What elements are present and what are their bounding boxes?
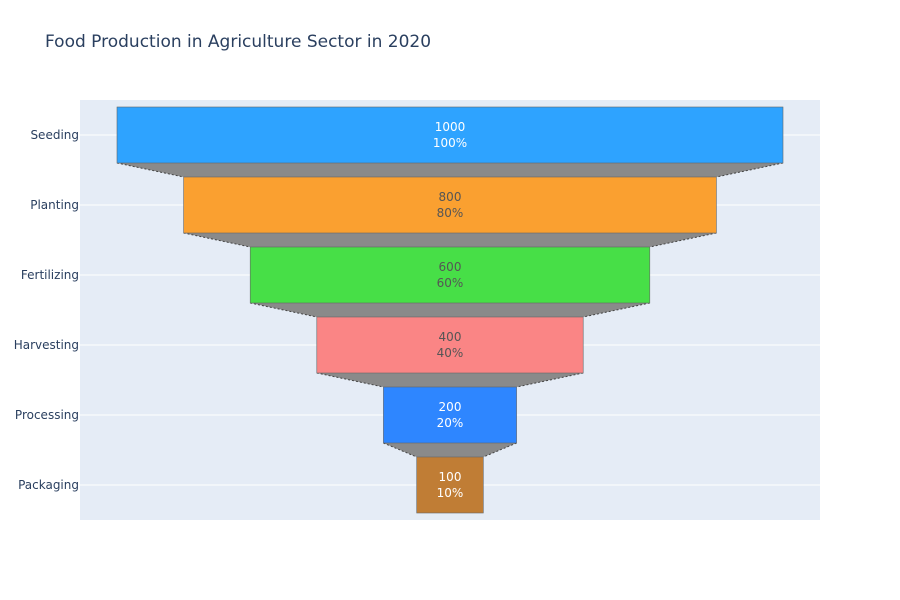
funnel-connector	[316, 373, 584, 387]
connector-edge	[516, 372, 584, 388]
chart-title: Food Production in Agriculture Sector in…	[45, 32, 432, 52]
funnel-connector	[383, 443, 517, 457]
funnel-bar-seeding[interactable]	[116, 106, 784, 164]
bar-percent-label: 80%	[437, 206, 464, 220]
stage-label-harvesting: Harvesting	[14, 338, 79, 352]
connector-edge	[116, 162, 184, 178]
stage-label-fertilizing: Fertilizing	[21, 268, 79, 282]
stage-labels: Seeding Planting Fertilizing Harvesting Proc…	[14, 128, 79, 492]
bar-value-label: 100	[439, 470, 462, 484]
funnel-bar-fertilizing[interactable]	[249, 246, 651, 304]
stage-label-packaging: Packaging	[18, 478, 79, 492]
funnel-bar-harvesting[interactable]	[316, 316, 584, 374]
funnel-connector	[117, 163, 783, 177]
bar-percent-label: 40%	[437, 346, 464, 360]
connector-edge	[250, 302, 317, 318]
bar-value-label: 200	[439, 400, 462, 414]
bar-value-label: 600	[439, 260, 462, 274]
funnel-bar-planting[interactable]	[183, 176, 717, 234]
funnel-bars: 1000 100% 800 80% 600 60% 400 40% 200 20% 100 10%	[116, 106, 784, 514]
bar-percent-label: 10%	[437, 486, 464, 500]
funnel-connector	[250, 303, 650, 317]
stage-label-processing: Processing	[15, 408, 79, 422]
funnel-bar-processing[interactable]	[383, 386, 517, 444]
bar-percent-label: 60%	[437, 276, 464, 290]
stage-label-seeding: Seeding	[30, 128, 79, 142]
bar-percent-label: 100%	[433, 136, 467, 150]
connector-edge	[649, 232, 717, 248]
bar-value-label: 800	[439, 190, 462, 204]
connector-edge	[183, 232, 251, 248]
connectors	[116, 162, 784, 458]
connector-edge	[583, 302, 650, 318]
stage-label-planting: Planting	[30, 198, 79, 212]
connector-edge	[716, 162, 784, 178]
bar-percent-label: 20%	[437, 416, 464, 430]
funnel-bar-packaging[interactable]	[416, 456, 484, 514]
bar-value-label: 400	[439, 330, 462, 344]
connector-edge	[316, 372, 384, 388]
funnel-connector	[183, 233, 717, 247]
bar-value-label: 1000	[435, 120, 466, 134]
